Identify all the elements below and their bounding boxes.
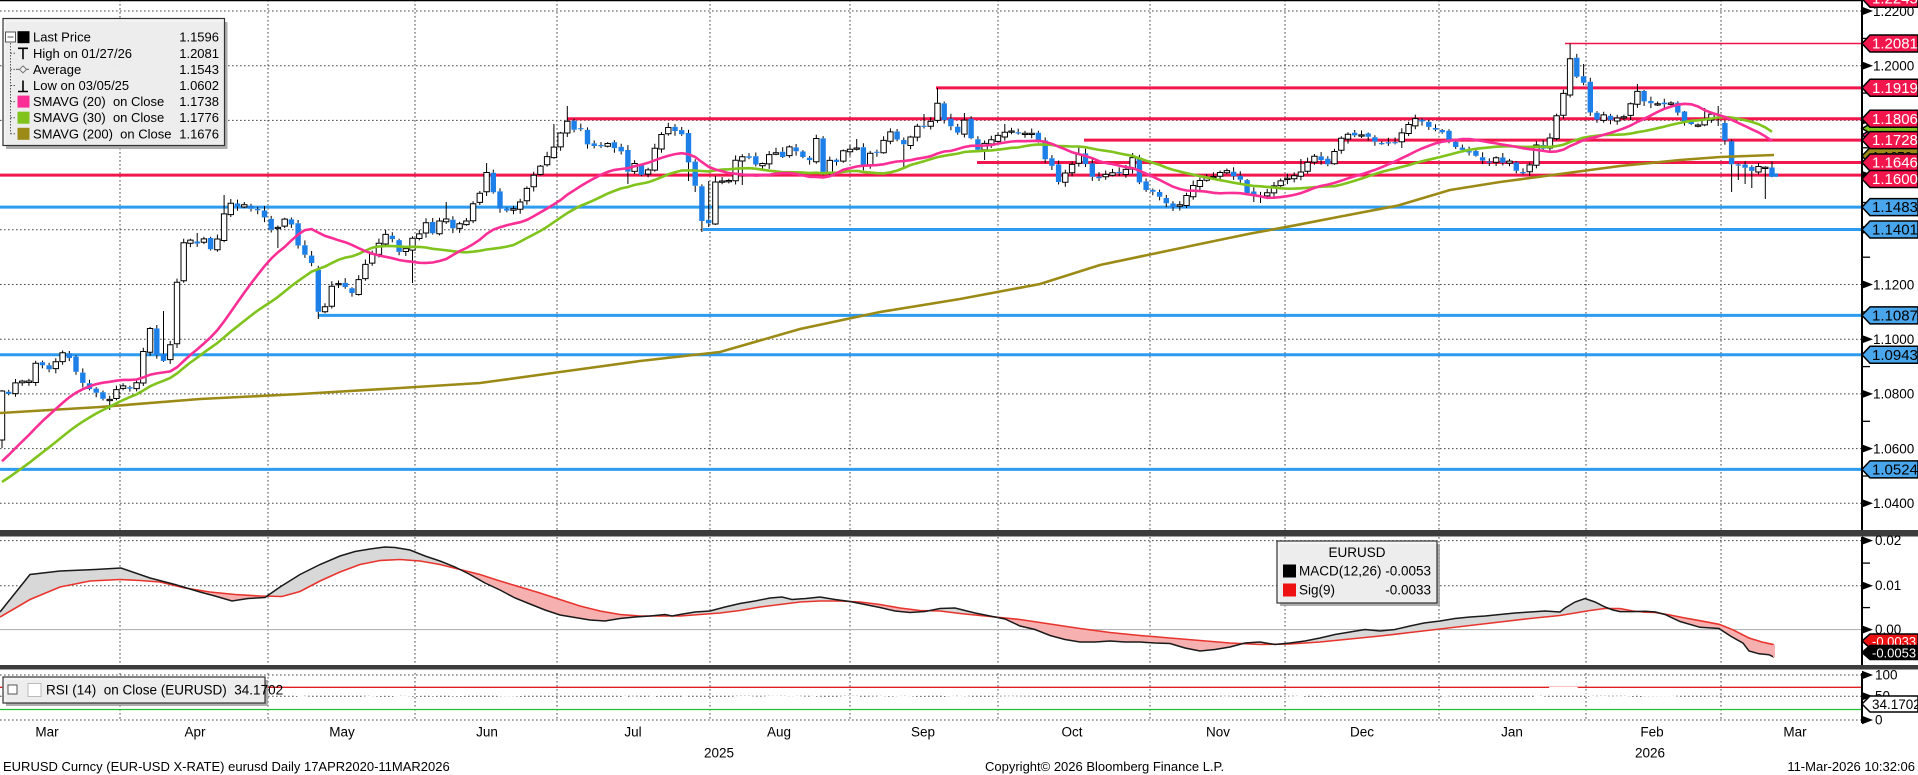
svg-text:1.0400: 1.0400 bbox=[1873, 496, 1914, 511]
svg-text:1.1596: 1.1596 bbox=[179, 30, 219, 45]
svg-text:2026: 2026 bbox=[1635, 746, 1665, 761]
svg-text:1.2081: 1.2081 bbox=[1872, 36, 1918, 53]
svg-text:-0.0033: -0.0033 bbox=[1385, 583, 1431, 598]
svg-text:1.1401: 1.1401 bbox=[1872, 222, 1918, 239]
svg-text:1.0600: 1.0600 bbox=[1873, 441, 1914, 456]
svg-text:1.1806: 1.1806 bbox=[1872, 111, 1918, 128]
svg-text:Last Price: Last Price bbox=[33, 30, 91, 45]
svg-text:Mar: Mar bbox=[1783, 725, 1807, 740]
svg-text:11-Mar-2026 10:32:06: 11-Mar-2026 10:32:06 bbox=[1787, 759, 1915, 774]
svg-text:1.1087: 1.1087 bbox=[1872, 307, 1918, 324]
svg-text:1.0800: 1.0800 bbox=[1873, 387, 1914, 402]
svg-text:Oct: Oct bbox=[1061, 725, 1082, 740]
svg-text:1.1738: 1.1738 bbox=[179, 94, 219, 109]
svg-text:1.2081: 1.2081 bbox=[179, 46, 219, 61]
svg-text:1.1919: 1.1919 bbox=[1872, 80, 1918, 97]
svg-text:1.1776: 1.1776 bbox=[179, 110, 219, 125]
svg-text:Jun: Jun bbox=[476, 725, 498, 740]
svg-text:May: May bbox=[329, 725, 355, 740]
svg-text:1.2000: 1.2000 bbox=[1873, 59, 1914, 74]
svg-text:1.1543: 1.1543 bbox=[179, 62, 219, 77]
svg-text:Dec: Dec bbox=[1350, 725, 1374, 740]
svg-text:Jan: Jan bbox=[1501, 725, 1523, 740]
svg-text:Average: Average bbox=[33, 62, 81, 77]
svg-text:1.1728: 1.1728 bbox=[1872, 132, 1918, 149]
svg-text:0.01: 0.01 bbox=[1875, 578, 1901, 593]
svg-text:1.0943: 1.0943 bbox=[1872, 347, 1918, 364]
svg-text:100: 100 bbox=[1875, 668, 1898, 683]
svg-text:High on 01/27/26: High on 01/27/26 bbox=[33, 46, 132, 61]
svg-text:SMAVG (20) on Close: SMAVG (20) on Close bbox=[33, 94, 164, 109]
svg-text:1.0602: 1.0602 bbox=[179, 78, 219, 93]
svg-text:Sep: Sep bbox=[911, 725, 935, 740]
svg-text:1.1646: 1.1646 bbox=[1872, 155, 1918, 172]
svg-text:-0.0053: -0.0053 bbox=[1872, 646, 1916, 661]
svg-text:-0.0053: -0.0053 bbox=[1385, 564, 1431, 579]
svg-text:1.0524: 1.0524 bbox=[1872, 461, 1918, 478]
svg-text:1.1676: 1.1676 bbox=[179, 126, 219, 141]
svg-text:1.1483: 1.1483 bbox=[1872, 199, 1918, 216]
svg-text:EURUSD Curncy (EUR-USD X-RATE): EURUSD Curncy (EUR-USD X-RATE) eurusd Da… bbox=[3, 759, 450, 774]
svg-text:Jul: Jul bbox=[624, 725, 641, 740]
svg-text:1.1600: 1.1600 bbox=[1872, 171, 1918, 188]
svg-text:Aug: Aug bbox=[767, 725, 791, 740]
svg-text:RSI (14) on Close (EURUSD) 3: RSI (14) on Close (EURUSD) 34.1702 bbox=[46, 683, 283, 698]
svg-text:Apr: Apr bbox=[184, 725, 206, 740]
svg-text:1.1000: 1.1000 bbox=[1873, 332, 1914, 347]
svg-text:1.1200: 1.1200 bbox=[1873, 277, 1914, 292]
svg-text:34.1702: 34.1702 bbox=[1872, 697, 1918, 712]
svg-text:0.02: 0.02 bbox=[1875, 533, 1901, 548]
svg-text:SMAVG (200) on Close: SMAVG (200) on Close bbox=[33, 126, 171, 141]
svg-text:Mar: Mar bbox=[35, 725, 59, 740]
svg-text:MACD(12,26): MACD(12,26) bbox=[1299, 564, 1382, 579]
svg-text:Nov: Nov bbox=[1206, 725, 1230, 740]
svg-text:Feb: Feb bbox=[1640, 725, 1663, 740]
svg-text:Low on 03/05/25: Low on 03/05/25 bbox=[33, 78, 129, 93]
svg-text:0: 0 bbox=[1875, 713, 1883, 728]
svg-text:EURUSD: EURUSD bbox=[1328, 545, 1385, 560]
svg-text:Copyright© 2026 Bloomberg Fina: Copyright© 2026 Bloomberg Finance L.P. bbox=[985, 759, 1224, 774]
svg-text:Sig(9): Sig(9) bbox=[1299, 583, 1335, 598]
svg-text:1.2245: 1.2245 bbox=[1872, 0, 1918, 8]
svg-text:2025: 2025 bbox=[704, 746, 734, 761]
svg-text:SMAVG (30) on Close: SMAVG (30) on Close bbox=[33, 110, 164, 125]
